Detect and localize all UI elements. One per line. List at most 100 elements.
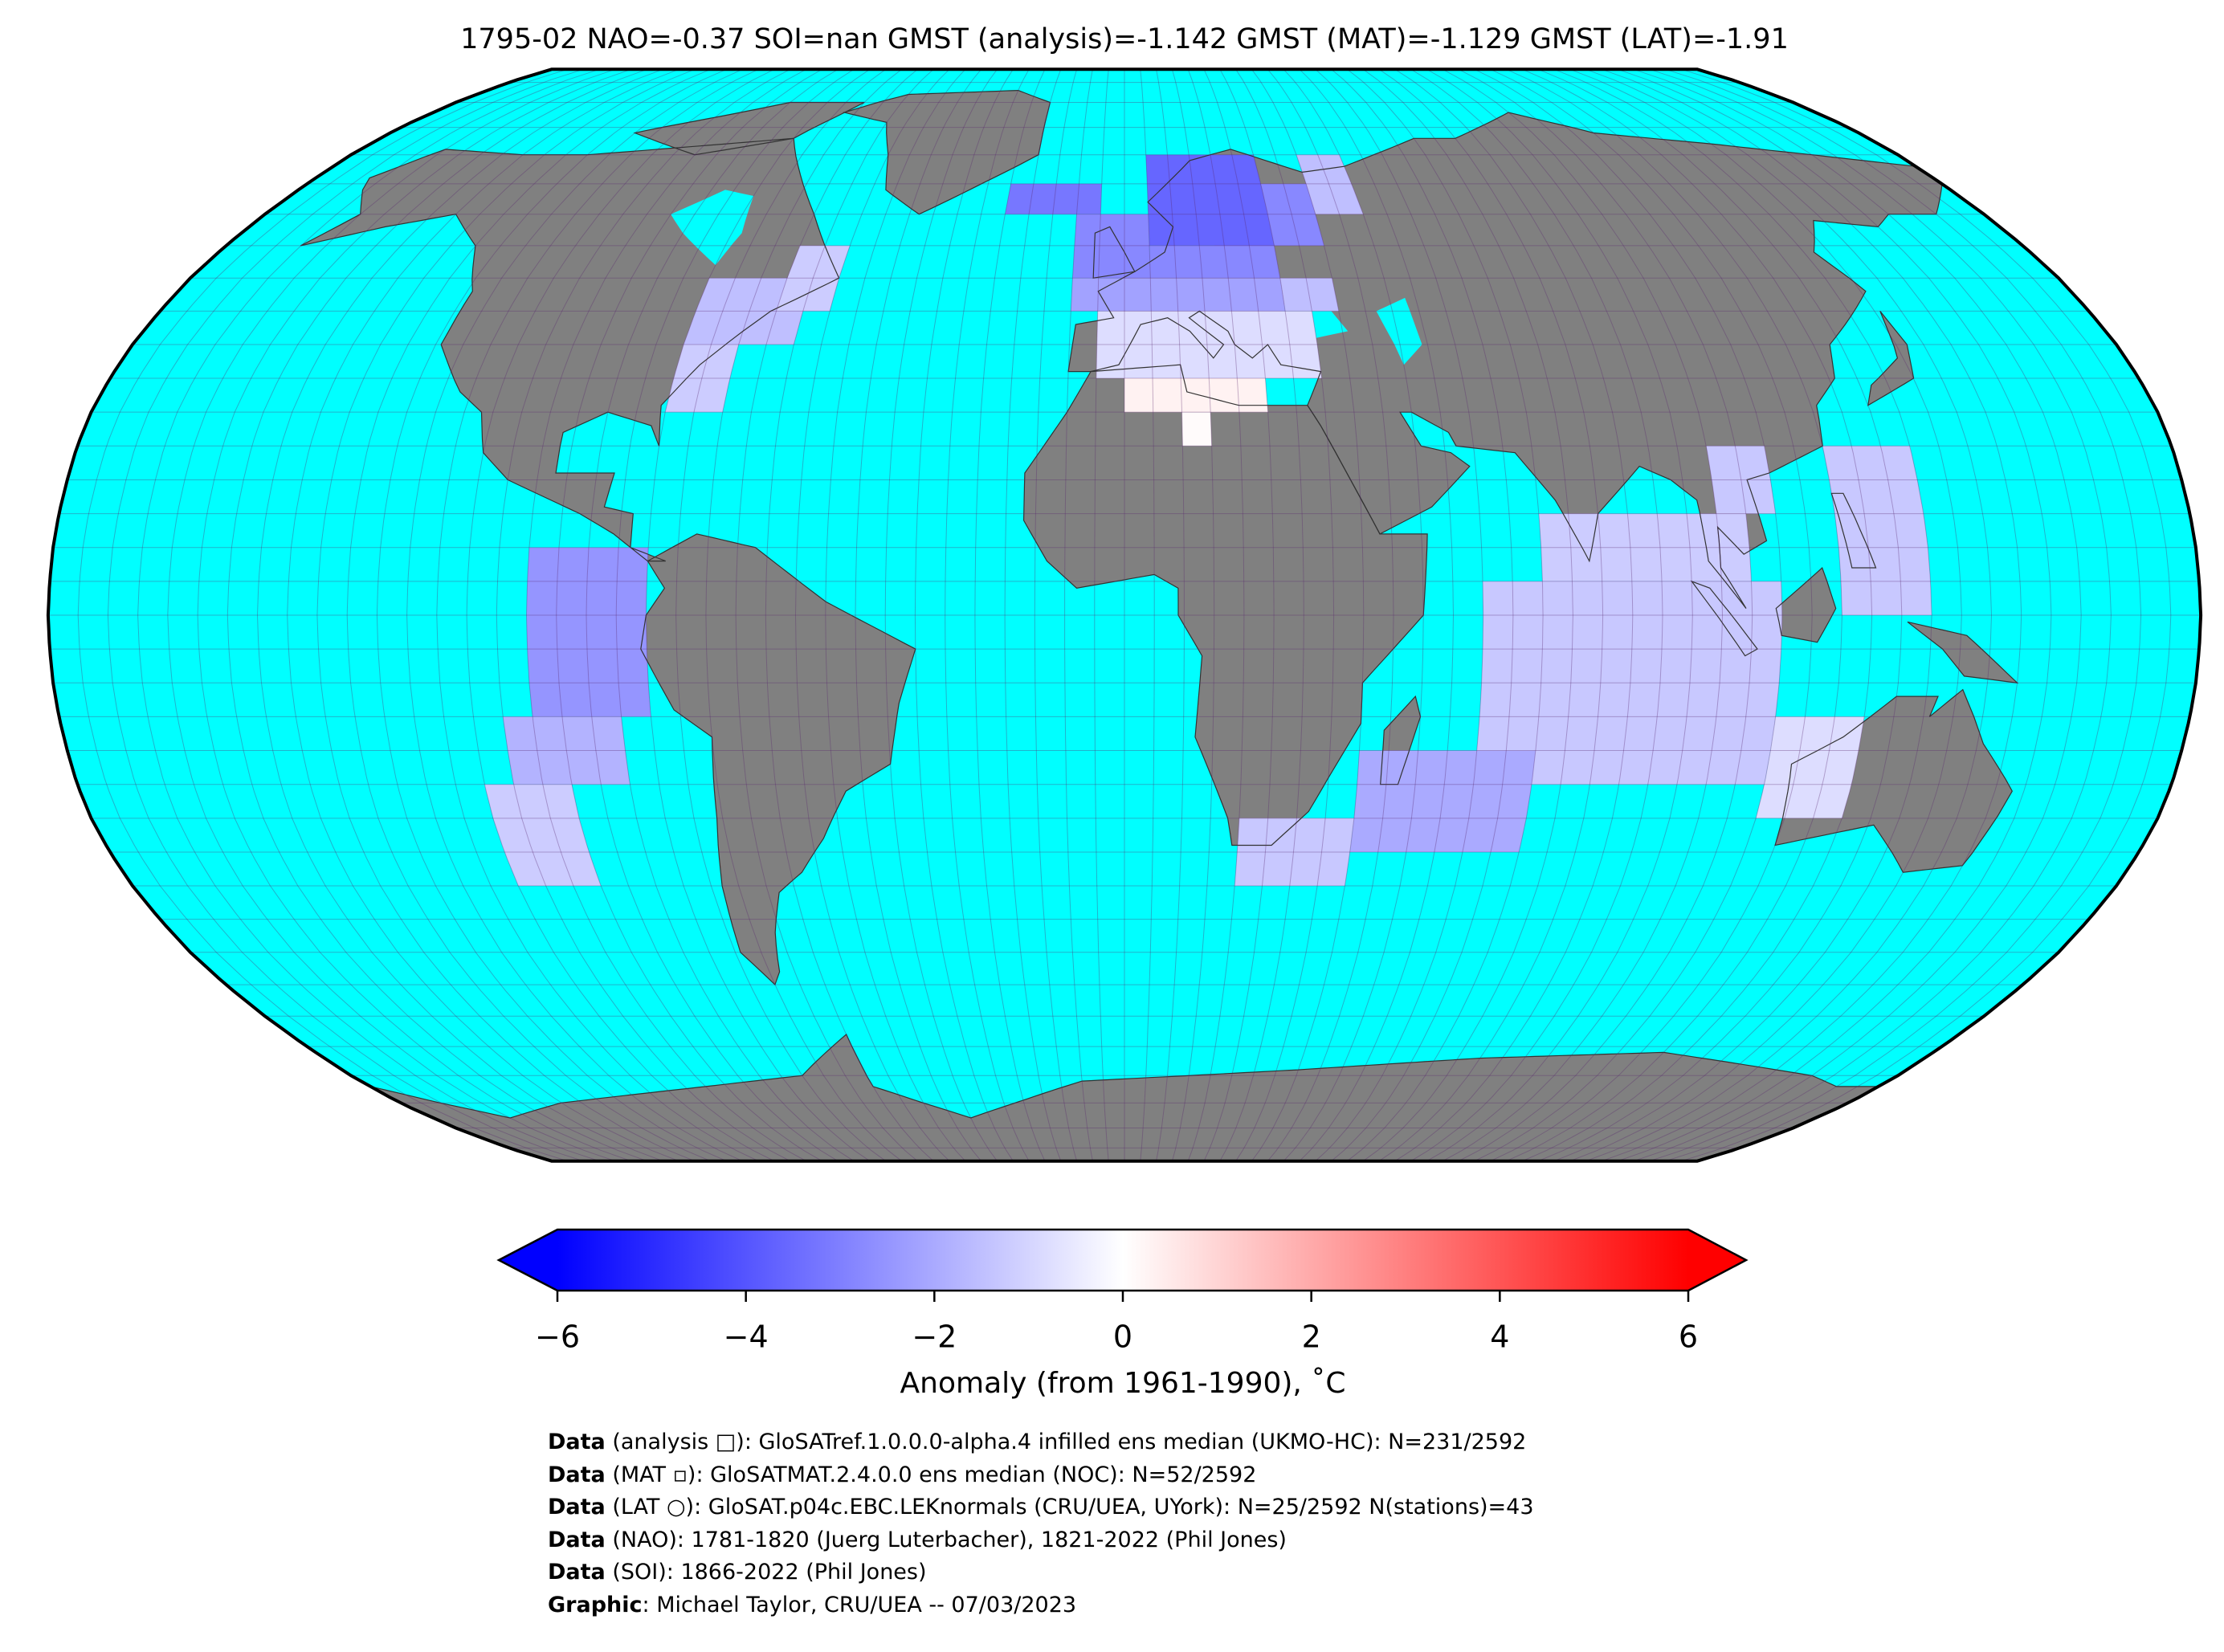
footer: Data (analysis □): GloSATref.1.0.0.0-alp… bbox=[548, 1426, 1534, 1621]
land bbox=[370, 1034, 1879, 1161]
coastline bbox=[1830, 492, 1877, 569]
graticule bbox=[794, 69, 950, 1161]
graticule bbox=[406, 69, 743, 1161]
land bbox=[1023, 365, 1428, 846]
anomaly-cell bbox=[1181, 412, 1212, 447]
graticule bbox=[1649, 69, 2112, 1161]
inland-water bbox=[671, 190, 754, 266]
graticule bbox=[1602, 69, 2022, 1161]
footer-line: Data (SOI): 1866-2022 (Phil Jones) bbox=[548, 1556, 1534, 1589]
land bbox=[1908, 622, 2018, 683]
tick-label: 4 bbox=[1490, 1320, 1509, 1355]
anomaly-cell bbox=[1072, 214, 1151, 279]
tick-label: −4 bbox=[724, 1320, 769, 1355]
coastline bbox=[633, 101, 865, 156]
anomaly-cell bbox=[1296, 154, 1364, 214]
anomaly-cell bbox=[1071, 278, 1286, 312]
graticule bbox=[1362, 69, 1573, 1161]
graticule bbox=[167, 69, 616, 1161]
footer-line: Graphic: Michael Taylor, CRU/UEA -- 07/0… bbox=[548, 1589, 1534, 1622]
graticule bbox=[1458, 69, 1753, 1161]
tick-label: 0 bbox=[1113, 1320, 1132, 1355]
land bbox=[635, 102, 865, 155]
extend-high bbox=[1688, 1230, 1746, 1291]
footer-text: (MAT ▫): GloSATMAT.2.4.0.0 ens median (N… bbox=[605, 1462, 1257, 1487]
footer-line: Data (MAT ▫): GloSATMAT.2.4.0.0 ens medi… bbox=[548, 1459, 1534, 1492]
graticule bbox=[1267, 69, 1394, 1161]
graticule bbox=[1004, 69, 1062, 1161]
footer-text: (SOI): 1866-2022 (Phil Jones) bbox=[605, 1560, 927, 1585]
graticule bbox=[1569, 69, 1962, 1161]
footer-text: (LAT ○): GloSAT.p04c.EBC.LEKnormals (CRU… bbox=[605, 1495, 1534, 1519]
footer-label: Data bbox=[548, 1430, 606, 1454]
anomaly-cell bbox=[1822, 446, 1932, 615]
map bbox=[46, 67, 2203, 1163]
tick-label: 2 bbox=[1302, 1320, 1321, 1355]
tick-label: −6 bbox=[535, 1320, 580, 1355]
graticule bbox=[1506, 69, 1842, 1161]
land bbox=[1776, 568, 1836, 642]
anomaly-cell bbox=[1234, 818, 1354, 886]
graticule bbox=[586, 69, 839, 1161]
anomaly-cell bbox=[1145, 154, 1275, 246]
graticule bbox=[1331, 69, 1514, 1161]
graticule bbox=[675, 69, 887, 1161]
graticule bbox=[1474, 69, 1783, 1161]
graticule bbox=[287, 69, 679, 1161]
graticule bbox=[825, 69, 966, 1161]
graticule bbox=[1156, 69, 1185, 1161]
coastline bbox=[640, 533, 916, 986]
coastline bbox=[1067, 112, 1943, 609]
graticule bbox=[376, 69, 727, 1161]
tick-label: 6 bbox=[1679, 1320, 1698, 1355]
graticule bbox=[1251, 69, 1365, 1161]
coastline bbox=[300, 137, 840, 562]
graticule bbox=[466, 69, 775, 1161]
graticule bbox=[1442, 69, 1724, 1161]
tick-label: −2 bbox=[912, 1320, 957, 1355]
coastline bbox=[1775, 566, 1837, 643]
footer-text: (analysis □): GloSATref.1.0.0.0-alpha.4 … bbox=[605, 1430, 1527, 1454]
coastline bbox=[1380, 695, 1422, 785]
coastline bbox=[1022, 364, 1428, 846]
anomaly-cell bbox=[1473, 581, 1782, 785]
graticule bbox=[1426, 69, 1693, 1161]
graticule bbox=[1283, 69, 1424, 1161]
graticule bbox=[1346, 69, 1544, 1161]
graticule bbox=[107, 69, 584, 1161]
graticule bbox=[226, 69, 647, 1161]
graticule bbox=[1140, 69, 1155, 1161]
graticule bbox=[1553, 69, 1932, 1161]
coastline bbox=[842, 89, 1051, 215]
extend-low bbox=[499, 1230, 557, 1291]
graticule bbox=[1522, 69, 1873, 1161]
graticule bbox=[914, 69, 1014, 1161]
anomaly-cell bbox=[526, 547, 651, 717]
graticule bbox=[1064, 69, 1093, 1161]
land bbox=[844, 90, 1051, 214]
coastline bbox=[1867, 311, 1915, 406]
graticule bbox=[735, 69, 918, 1161]
footer-line: Data (NAO): 1781-1820 (Juerg Luterbacher… bbox=[548, 1524, 1534, 1557]
graticule bbox=[765, 69, 934, 1161]
graticule bbox=[1235, 69, 1335, 1161]
footer-label: Graphic bbox=[548, 1592, 643, 1617]
footer-label: Data bbox=[548, 1495, 606, 1519]
graticule bbox=[1617, 69, 2052, 1161]
map-border bbox=[46, 67, 2203, 1163]
graticule bbox=[436, 69, 759, 1161]
graticule bbox=[197, 69, 632, 1161]
anomaly-cell bbox=[1349, 750, 1536, 852]
graticule bbox=[1094, 69, 1109, 1161]
graticule bbox=[1490, 69, 1813, 1161]
footer-label: Data bbox=[548, 1462, 606, 1487]
graticule bbox=[705, 69, 903, 1161]
anomaly-cell bbox=[1279, 278, 1339, 312]
land bbox=[640, 533, 916, 985]
graticule bbox=[1410, 69, 1663, 1161]
graticule bbox=[1203, 69, 1275, 1161]
anomaly-cell bbox=[503, 716, 630, 785]
colorbar-body bbox=[557, 1230, 1688, 1291]
footer-text: (NAO): 1781-1820 (Juerg Luterbacher), 18… bbox=[605, 1527, 1287, 1552]
